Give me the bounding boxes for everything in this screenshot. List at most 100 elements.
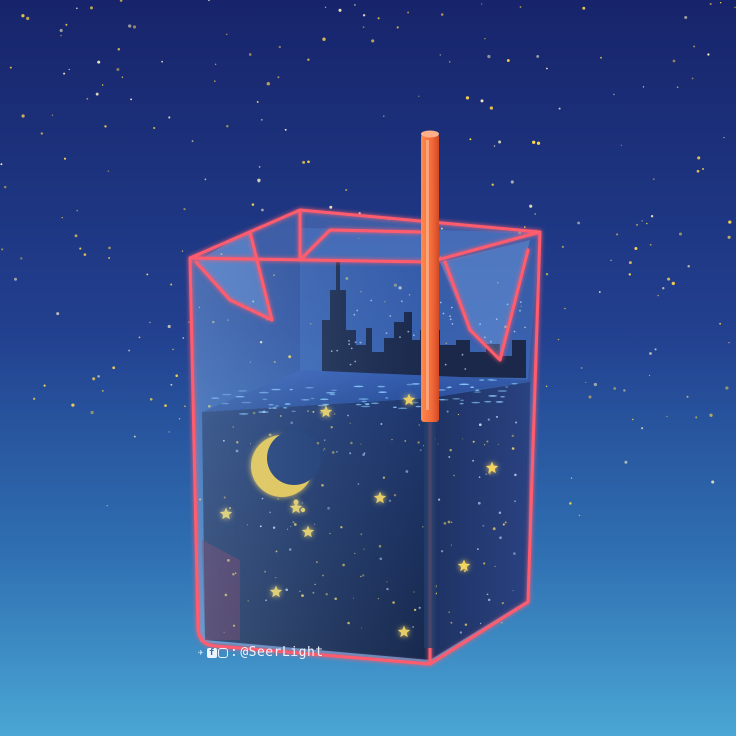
water-sparkle [489, 379, 498, 382]
sky-star [76, 209, 79, 212]
sky-star [175, 374, 178, 378]
sky-star [354, 4, 356, 6]
sky-star [63, 157, 67, 160]
sky-star [21, 14, 25, 18]
sky-star [593, 382, 598, 387]
sky-star [582, 6, 586, 10]
water-sparkle [479, 379, 485, 381]
sky-star [577, 221, 580, 225]
sky-star [693, 45, 696, 48]
city-light [519, 309, 521, 312]
sky-star [635, 223, 639, 226]
sky-star [711, 480, 715, 484]
city-light [464, 368, 467, 370]
sky-star [691, 77, 694, 80]
sky-star [248, 53, 252, 56]
sky-star [302, 160, 306, 164]
sky-star [684, 15, 688, 20]
sky-star [20, 257, 23, 260]
sky-star [104, 125, 107, 128]
liquid-dust-star [462, 438, 464, 440]
sky-star [445, 342, 448, 345]
sky-star [672, 59, 676, 63]
sky-star [112, 366, 116, 370]
sky-star [71, 403, 75, 407]
sky-star [728, 341, 730, 344]
city-light [490, 340, 492, 343]
liquid-dust-star [448, 456, 451, 458]
sky-star [226, 33, 228, 35]
sky-star [728, 220, 732, 224]
sky-star [701, 167, 705, 171]
sky-star [3, 185, 7, 189]
sky-star [570, 477, 573, 479]
sky-star [261, 208, 264, 212]
sky-star [138, 336, 141, 339]
liquid-dust-star [504, 521, 507, 524]
sky-star [578, 514, 581, 517]
sky-star [676, 86, 679, 88]
liquid-dust-star [487, 418, 490, 421]
sky-star [251, 203, 255, 206]
liquid-dust-star [495, 415, 499, 418]
sky-star [650, 215, 654, 218]
liquid-dust-star [446, 410, 449, 413]
sky-star [709, 413, 713, 417]
sky-star [642, 86, 645, 88]
sky-star [371, 39, 375, 43]
sky-star [561, 245, 565, 249]
liquid-dust-star [478, 476, 481, 478]
city-light [495, 318, 498, 321]
sky-star [117, 48, 121, 51]
city-light [451, 323, 454, 325]
sky-star [358, 237, 360, 239]
sky-star [506, 59, 510, 62]
sky-star [164, 404, 167, 407]
sky-star [76, 7, 78, 10]
sky-star [624, 460, 628, 464]
liquid-dust-star [463, 569, 466, 573]
sky-star [9, 66, 12, 69]
sky-star [277, 76, 280, 79]
sky-star [90, 410, 94, 415]
sky-star [496, 281, 499, 284]
sky-star [440, 227, 443, 230]
sky-star [33, 397, 36, 400]
city-light [444, 363, 447, 366]
sky-star [167, 324, 171, 329]
sky-star [26, 16, 30, 21]
water-sparkle [488, 395, 498, 397]
liquid-dust-star [459, 631, 463, 634]
liquid-dust-star [494, 565, 496, 568]
sky-star [628, 261, 632, 265]
sky-star [557, 338, 560, 341]
sky-star [569, 502, 572, 505]
sky-star [498, 140, 502, 144]
sky-star [108, 246, 111, 250]
liquid-dust-star [511, 434, 515, 438]
liquid-side [430, 382, 530, 660]
liquid-dust-star [482, 524, 485, 527]
water-sparkle [459, 383, 470, 386]
sky-star [610, 259, 612, 262]
sky-star [204, 178, 207, 181]
sky-star [1, 248, 4, 251]
water-sparkle [439, 398, 445, 401]
sky-star [59, 28, 63, 33]
sky-star [119, 0, 123, 2]
sky-star [128, 349, 131, 352]
sky-star [666, 415, 668, 418]
sky-star [439, 54, 441, 56]
liquid-dust-star [464, 623, 468, 627]
sky-star [580, 367, 583, 369]
sky-star [257, 178, 261, 182]
water-sparkle [452, 398, 461, 400]
sky-star [504, 325, 507, 329]
sky-star [641, 220, 643, 222]
sky-star [545, 273, 549, 276]
carton [188, 130, 542, 666]
sky-star [707, 53, 710, 56]
water-sparkle [511, 382, 518, 385]
sky-star [130, 98, 133, 101]
sky-star [214, 80, 216, 82]
